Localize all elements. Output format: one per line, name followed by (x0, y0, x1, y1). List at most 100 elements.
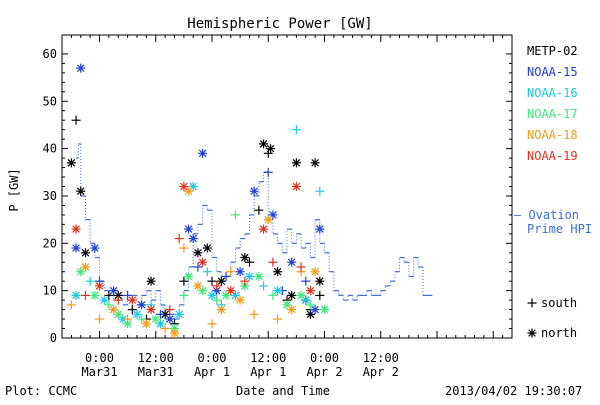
data-point-metp-02-south (104, 290, 114, 300)
marker-stroke (273, 286, 282, 295)
legend-item-noaa-18: NOAA-18 (527, 128, 578, 142)
marker-stroke (316, 277, 324, 285)
data-point-noaa-15-north (268, 210, 278, 220)
data-point-noaa-19-south (113, 295, 123, 305)
data-point-noaa-17-south (212, 295, 222, 305)
marker-stroke (273, 267, 282, 276)
data-point-noaa-17-south (230, 210, 240, 220)
data-point-metp-02-north (80, 248, 90, 258)
legend-marker-north: north (541, 326, 577, 340)
data-point-noaa-17-south (137, 314, 147, 324)
data-point-noaa-16-north (99, 295, 109, 305)
data-point-metp-02-north (291, 158, 301, 168)
data-point-metp-02-north (266, 144, 276, 154)
legend-item-metp-02: METP-02 (527, 44, 578, 58)
marker-stroke (109, 286, 118, 295)
data-point-noaa-15-south (221, 271, 231, 281)
marker-stroke (255, 272, 263, 281)
marker-stroke (236, 296, 244, 304)
legend-item-noaa-19: NOAA-19 (527, 149, 578, 163)
legend: METP-02 NOAA-15 NOAA-16 NOAA-17 NOAA-18 NOAA-… (514, 44, 592, 340)
data-point-noaa-18-north (193, 281, 203, 291)
y-tick-label: 20 (43, 236, 57, 250)
marker-stroke (123, 319, 132, 328)
y-axis-label: P [GW] (7, 168, 21, 211)
data-point-metp-02-south (71, 115, 81, 125)
x-axis-label: Date and Time (236, 384, 330, 398)
data-point-noaa-15-south (193, 262, 203, 272)
data-point-noaa-15-north (90, 243, 100, 253)
marker-stroke (208, 291, 216, 300)
data-point-noaa-15-north (315, 224, 325, 234)
data-point-noaa-19-north (127, 295, 137, 305)
data-point-metp-02-north (146, 276, 156, 286)
data-point-noaa-15-south (155, 309, 165, 319)
data-point-noaa-15-north (249, 186, 259, 196)
data-point-noaa-16-south (85, 276, 95, 286)
marker-stroke (245, 272, 254, 281)
data-point-noaa-19-north (198, 257, 208, 267)
data-point-noaa-19-north (226, 286, 236, 296)
data-point-noaa-15-north (109, 286, 119, 296)
data-point-noaa-18-north (235, 295, 245, 305)
marker-stroke (250, 187, 258, 196)
data-point-noaa-16-north (207, 290, 217, 300)
data-point-noaa-15-south (263, 167, 273, 177)
marker-stroke (184, 187, 193, 196)
marker-stroke (287, 258, 296, 267)
data-point-noaa-17-north (90, 290, 100, 300)
data-point-noaa-18-north (216, 305, 226, 315)
data-point-noaa-19-north (305, 286, 315, 296)
data-point-noaa-16-south (259, 281, 269, 291)
marker-stroke (114, 310, 123, 319)
data-point-noaa-18-north (80, 262, 90, 272)
y-tick-label: 50 (43, 94, 57, 108)
y-tick-label: 60 (43, 47, 57, 61)
data-point-noaa-16-south (315, 186, 325, 196)
data-point-noaa-16-south (291, 125, 301, 135)
marker-stroke (72, 225, 80, 233)
data-point-metp-02-north (66, 158, 76, 168)
data-point-noaa-18-south (249, 309, 259, 319)
marker-stroke (95, 282, 104, 290)
data-point-noaa-17-north (254, 271, 264, 281)
y-tick-label: 0 (50, 331, 57, 345)
legend-marker-south-icon (527, 298, 537, 308)
data-point-noaa-19-north (259, 224, 269, 234)
marker-stroke (528, 329, 536, 337)
footer-plot-credit: Plot: CCMC (5, 384, 77, 398)
x-tick-label-time: 12:00 (138, 351, 174, 365)
data-point-noaa-17-south (305, 300, 315, 310)
data-point-metp-02-north (310, 158, 320, 168)
data-point-noaa-17-south (104, 300, 114, 310)
marker-stroke (156, 319, 165, 328)
data-point-noaa-19-south (212, 281, 222, 291)
data-point-metp-02-north (193, 248, 203, 258)
marker-stroke (287, 291, 296, 300)
data-point-noaa-16-north (174, 309, 184, 319)
legend-item-noaa-16: NOAA-16 (527, 86, 578, 100)
marker-stroke (137, 301, 146, 309)
data-point-noaa-19-south (240, 276, 250, 286)
data-point-noaa-16-north (273, 286, 283, 296)
legend-ovation-line1: — Ovation (514, 208, 579, 222)
data-point-noaa-18-south (226, 267, 236, 277)
marker-stroke (226, 286, 235, 295)
data-point-metp-02-north (202, 243, 212, 253)
marker-stroke (259, 140, 268, 148)
marker-stroke (180, 182, 188, 191)
x-tick-label-time: 12:00 (250, 351, 286, 365)
data-point-noaa-18-north (109, 305, 119, 315)
data-point-noaa-15-north (137, 300, 147, 310)
data-point-noaa-15-north (184, 224, 194, 234)
marker-stroke (217, 277, 226, 285)
marker-stroke (306, 286, 315, 295)
data-point-noaa-18-south (160, 324, 170, 334)
marker-stroke (81, 248, 90, 257)
data-point-noaa-18-north (287, 305, 297, 315)
data-point-noaa-15-north (76, 63, 86, 73)
marker-stroke (147, 277, 155, 285)
data-point-noaa-19-south (268, 257, 278, 267)
marker-stroke (194, 282, 202, 290)
marker-stroke (241, 253, 249, 262)
